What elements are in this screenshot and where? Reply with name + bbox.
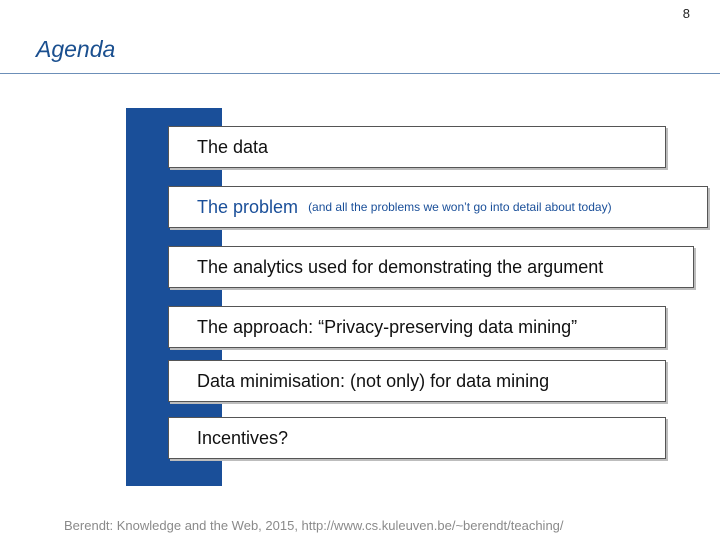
agenda-item-label: The analytics used for demonstrating the… (197, 256, 604, 277)
agenda-item-approach: The approach: “Privacy-preserving data m… (168, 306, 666, 348)
agenda-item-problem: The problem (and all the problems we won… (168, 186, 708, 228)
agenda-item-label: Data minimisation: (not only) for data m… (197, 370, 550, 391)
agenda-item-data: The data (168, 126, 666, 168)
slide-title: Agenda (36, 36, 116, 62)
agenda-item-incentives: Incentives? (168, 417, 666, 459)
page-number: 8 (682, 6, 690, 21)
agenda-item-label: The problem (197, 196, 299, 217)
agenda-item-note: (and all the problems we won’t go into d… (308, 200, 612, 214)
agenda-item-minimisation: Data minimisation: (not only) for data m… (168, 360, 666, 402)
agenda-item-label: The data (197, 136, 269, 157)
agenda-item-label: Incentives? (197, 427, 289, 448)
agenda-item-label: The approach: “Privacy-preserving data m… (197, 316, 578, 337)
footer-citation: Berendt: Knowledge and the Web, 2015, ht… (64, 518, 564, 533)
title-divider (0, 73, 720, 74)
agenda-item-analytics: The analytics used for demonstrating the… (168, 246, 694, 288)
